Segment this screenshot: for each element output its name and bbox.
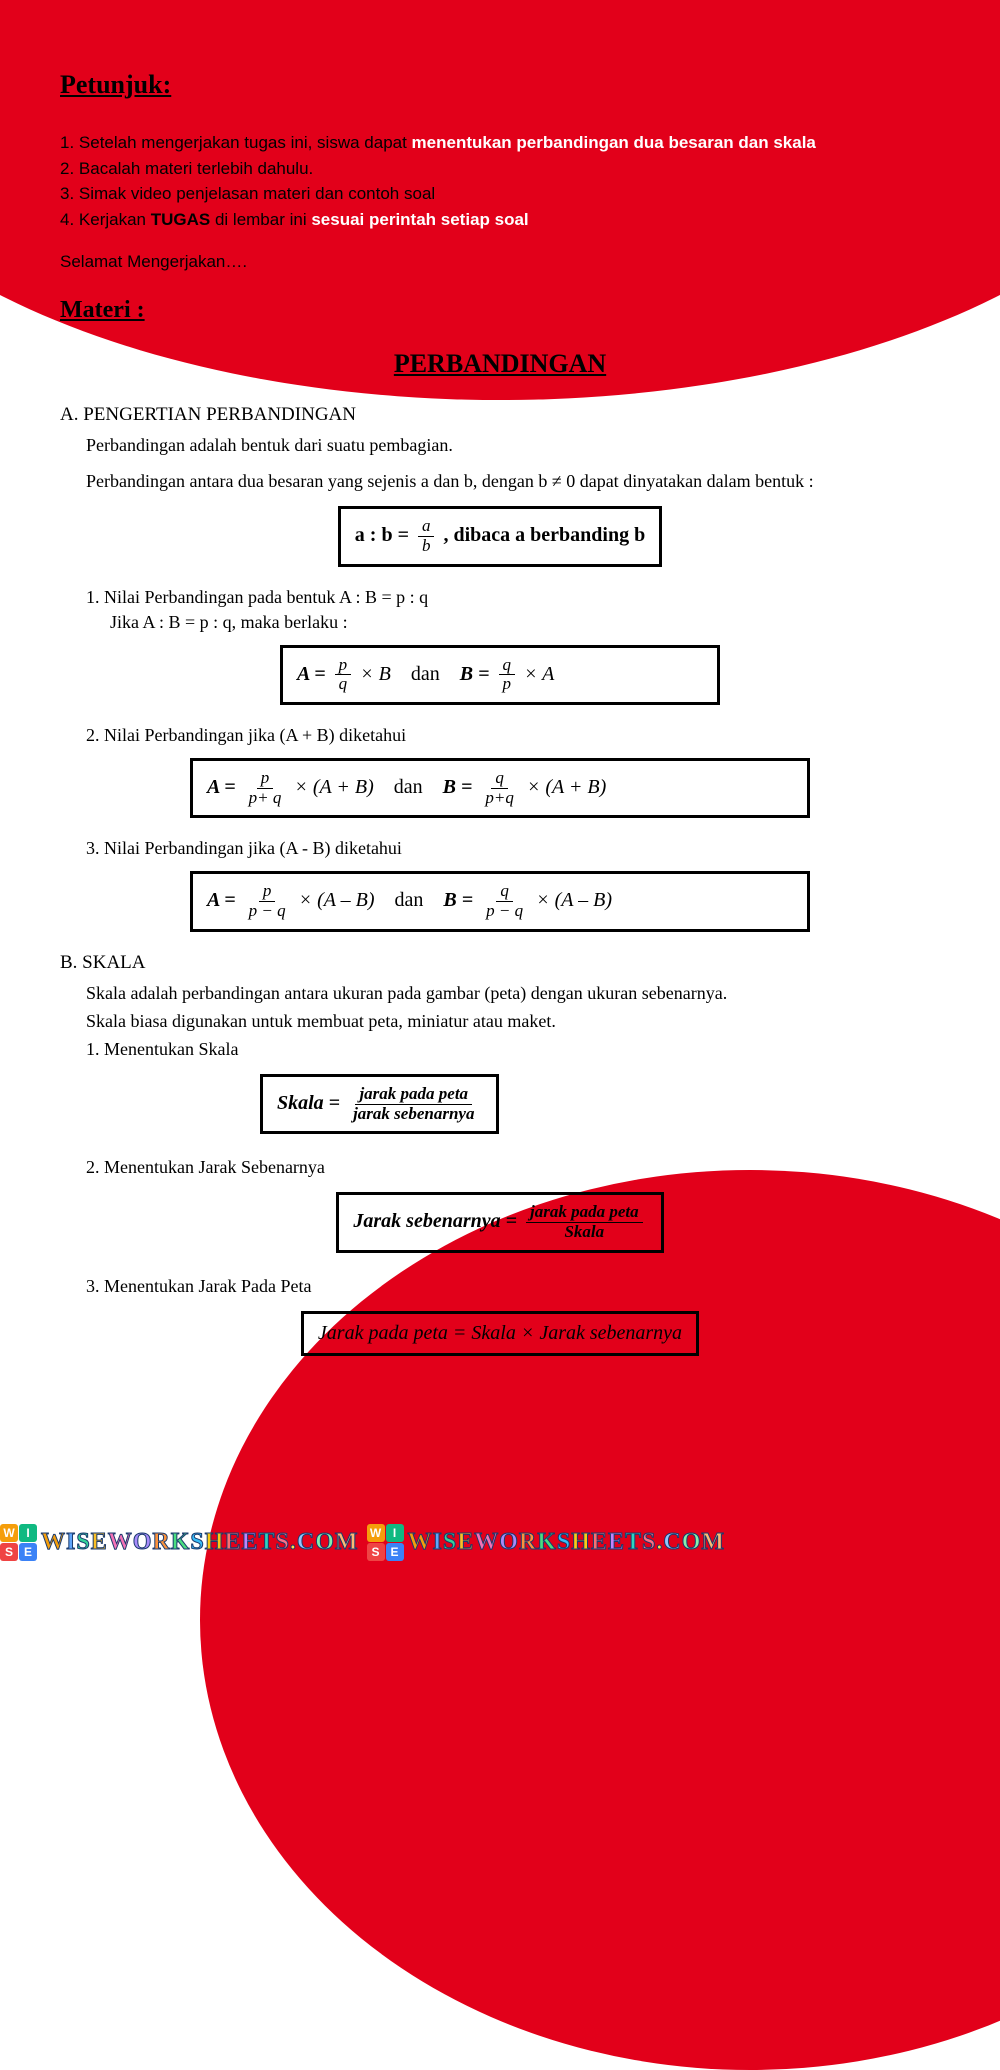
item-b1: 1. Menentukan Skala (86, 1036, 940, 1062)
item-b2: 2. Menentukan Jarak Sebenarnya (86, 1154, 940, 1180)
instruction-1: 1. Setelah mengerjakan tugas ini, siswa … (60, 130, 940, 156)
wm-cell: W (0, 1524, 18, 1542)
watermark-unit-2: WISE WISEWORKSHEETS.COM (367, 1524, 726, 1561)
item-b3: 3. Menentukan Jarak Pada Peta (86, 1273, 940, 1299)
wm-cell: W (367, 1524, 385, 1542)
wm-cell: S (0, 1543, 18, 1561)
item-a1: 1. Nilai Perbandingan pada bentuk A : B … (86, 587, 940, 608)
petunjuk-heading: Petunjuk: (60, 70, 940, 100)
formula-box-a3: A = pp − q × (A – B) dan B = qp − q × (A… (190, 871, 810, 931)
instruction-2: 2. Bacalah materi terlebih dahulu. (60, 156, 940, 182)
section-b-p1: Skala adalah perbandingan antara ukuran … (86, 980, 940, 1006)
watermark-text: WISEWORKSHEETS.COM (408, 1529, 726, 1556)
instruction-4: 4. Kerjakan TUGAS di lembar ini sesuai p… (60, 207, 940, 233)
formula-box-a2: A = pp+ q × (A + B) dan B = qp+q × (A + … (190, 758, 810, 818)
page-content: Petunjuk: 1. Setelah mengerjakan tugas i… (0, 0, 1000, 1406)
item-a3: 3. Nilai Perbandingan jika (A - B) diket… (86, 838, 940, 859)
materi-label: Materi : (60, 297, 940, 324)
wm-cell: E (19, 1543, 37, 1561)
formula-box-b2: Jarak sebenarnya = jarak pada petaSkala (336, 1192, 663, 1252)
section-b-head: B. SKALA (60, 952, 940, 974)
instruction-list: 1. Setelah mengerjakan tugas ini, siswa … (60, 130, 940, 232)
watermark-unit-1: WISE WISEWORKSHEETS.COM (0, 1524, 359, 1561)
formula-box-b3: Jarak pada peta = Skala × Jarak sebenarn… (301, 1311, 699, 1356)
wm-cell: S (367, 1543, 385, 1561)
instruction-3: 3. Simak video penjelasan materi dan con… (60, 181, 940, 207)
wm-cell: E (386, 1543, 404, 1561)
item-a1-sub: Jika A : B = p : q, maka berlaku : (110, 612, 940, 633)
watermark-bar: WISE WISEWORKSHEETS.COM WISE WISEWORKSHE… (0, 1522, 1000, 1562)
formula-box-a1: A = pq × B dan B = qp × A (280, 645, 720, 705)
section-b-p2: Skala biasa digunakan untuk membuat peta… (86, 1008, 940, 1034)
wm-cell: I (386, 1524, 404, 1542)
formula-box-b1: Skala = jarak pada petajarak sebenarnya (260, 1074, 499, 1134)
wm-cell: I (19, 1524, 37, 1542)
main-title: PERBANDINGAN (60, 349, 940, 379)
item-a2: 2. Nilai Perbandingan jika (A + B) diket… (86, 725, 940, 746)
closing-text: Selamat Mengerjakan…. (60, 252, 940, 272)
section-a-p2: Perbandingan antara dua besaran yang sej… (86, 468, 940, 494)
section-a-head: A. PENGERTIAN PERBANDINGAN (60, 404, 940, 426)
watermark-text: WISEWORKSHEETS.COM (41, 1529, 359, 1556)
section-a-p1: Perbandingan adalah bentuk dari suatu pe… (86, 432, 940, 458)
formula-box-ratio: a : b = ab , dibaca a berbanding b (338, 506, 662, 566)
